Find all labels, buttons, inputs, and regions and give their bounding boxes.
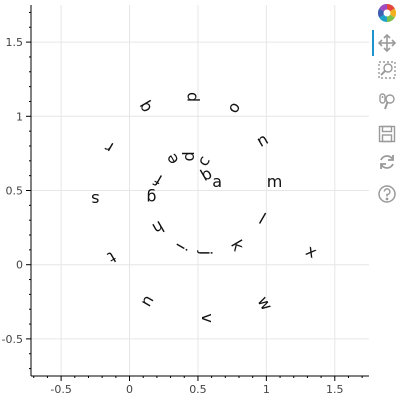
reset-tool-icon[interactable] xyxy=(377,152,397,172)
glyph-d: d xyxy=(179,151,198,161)
glyph-o: o xyxy=(223,98,244,116)
glyph-u: u xyxy=(138,293,160,311)
box-zoom-tool-icon[interactable] xyxy=(377,60,397,80)
glyph-a: a xyxy=(212,172,222,191)
y-tick-label: 0 xyxy=(16,259,23,272)
x-tick-label: 0 xyxy=(126,383,133,396)
glyph-j: j xyxy=(197,250,216,255)
active-tool-indicator xyxy=(372,30,374,56)
toolbar xyxy=(372,0,400,215)
y-tick-label: 1.5 xyxy=(6,36,24,49)
glyph-h: h xyxy=(149,217,167,239)
glyph-w: w xyxy=(253,293,276,314)
glyph-m: m xyxy=(267,172,283,191)
y-tick-label: 0.5 xyxy=(6,185,24,198)
help-tool-icon[interactable] xyxy=(377,184,397,204)
x-tick-label: 0.5 xyxy=(189,383,207,396)
glyph-v: v xyxy=(198,313,217,322)
bokeh-logo-icon xyxy=(377,3,397,23)
x-tick-label: 1.5 xyxy=(326,383,344,396)
save-tool-icon[interactable] xyxy=(377,124,397,144)
glyph-r: r xyxy=(101,137,117,157)
y-axis: -0.5 0 0.5 1 1.5 xyxy=(2,11,31,370)
glyph-f: f xyxy=(151,170,166,189)
glyph-l: l xyxy=(256,209,269,228)
glyph-s: s xyxy=(91,190,99,209)
glyph-g: g xyxy=(146,188,156,207)
y-tick-label: -0.5 xyxy=(2,333,23,346)
glyph-k: k xyxy=(227,237,248,255)
glyph-n: n xyxy=(253,129,271,151)
grid-lines xyxy=(31,5,369,376)
wheel-zoom-tool-icon[interactable] xyxy=(377,92,397,112)
glyph-t: t xyxy=(104,247,119,267)
x-axis: -0.5 0 0.5 1 1.5 xyxy=(33,376,363,396)
y-tick-label: 1 xyxy=(16,110,23,123)
pan-tool-icon[interactable] xyxy=(377,33,397,53)
glyph-p: p xyxy=(182,92,201,102)
glyph-q: q xyxy=(134,98,156,116)
x-tick-label: 1 xyxy=(263,383,270,396)
glyph-x: x xyxy=(303,241,321,262)
x-tick-label: -0.5 xyxy=(50,383,71,396)
glyph-i: i xyxy=(172,240,191,253)
